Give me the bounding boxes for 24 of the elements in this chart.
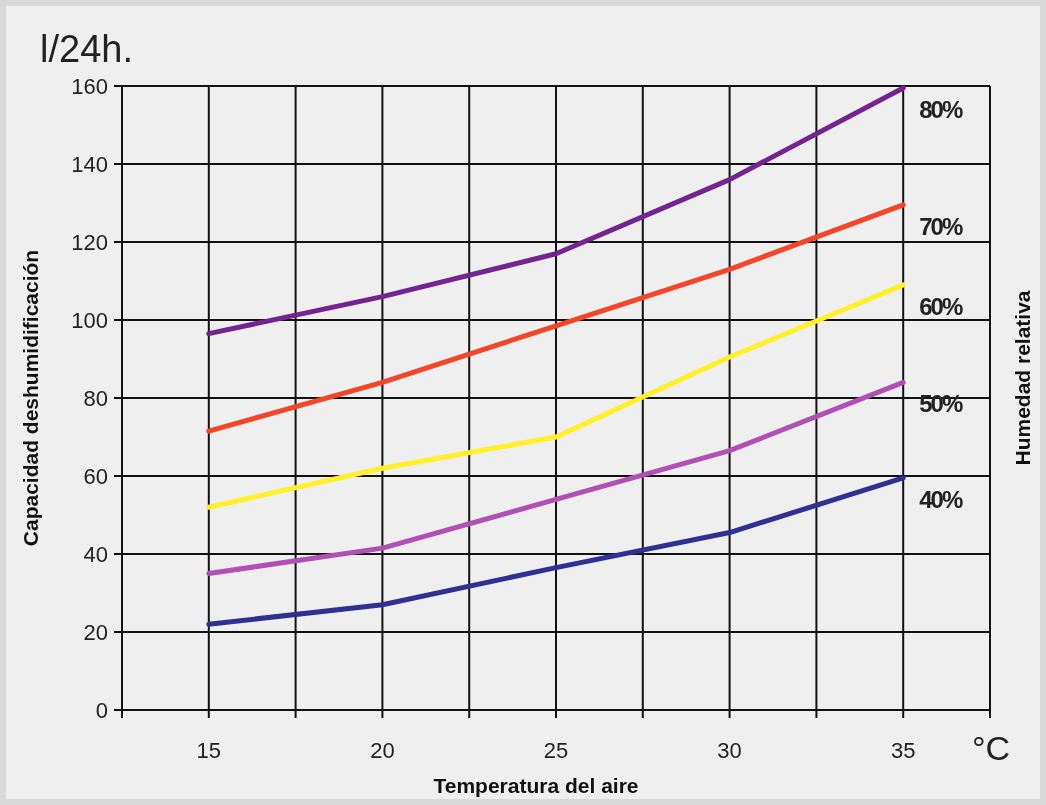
x-tick-label: 35 <box>890 738 916 763</box>
text: l/24h. <box>40 28 133 70</box>
y-tick-label: 80 <box>83 385 108 411</box>
series-label: 50% <box>919 390 963 418</box>
y2-axis-title: Humedad relativa <box>1011 290 1034 466</box>
y-tick-label: 160 <box>71 73 108 99</box>
y-tick-label: 20 <box>83 619 108 645</box>
x-axis-title: Temperatura del aire <box>433 774 639 797</box>
y-tick-label: 40 <box>83 541 108 567</box>
x-tick-label: 30 <box>717 738 742 763</box>
x-tick-label: 25 <box>543 738 569 763</box>
series-label: 60% <box>919 292 963 320</box>
series-label: 80% <box>919 95 963 123</box>
series-label: 70% <box>919 212 963 240</box>
text: °C <box>972 729 1011 767</box>
y-tick-label: 0 <box>95 697 108 723</box>
x-tick-label: 20 <box>370 738 395 763</box>
y-tick-label: 100 <box>71 307 108 333</box>
y-axis-title: Capacidad deshumidificación <box>19 249 42 547</box>
x-tick-label: 15 <box>196 738 222 763</box>
y-tick-label: 120 <box>71 229 108 255</box>
y-tick-label: 60 <box>83 463 108 489</box>
series-label: 40% <box>919 485 963 513</box>
y-tick-label: 140 <box>71 151 108 177</box>
